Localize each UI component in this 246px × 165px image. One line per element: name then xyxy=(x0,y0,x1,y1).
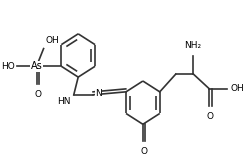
Text: OH: OH xyxy=(45,36,59,45)
Text: OH: OH xyxy=(231,84,244,93)
Text: HO: HO xyxy=(1,62,15,71)
Text: As: As xyxy=(31,61,42,71)
Text: N: N xyxy=(95,89,102,98)
Text: NH₂: NH₂ xyxy=(184,41,201,49)
Text: O: O xyxy=(34,90,41,99)
Text: O: O xyxy=(207,112,214,120)
Text: HN: HN xyxy=(57,97,70,106)
Text: O: O xyxy=(140,147,147,156)
